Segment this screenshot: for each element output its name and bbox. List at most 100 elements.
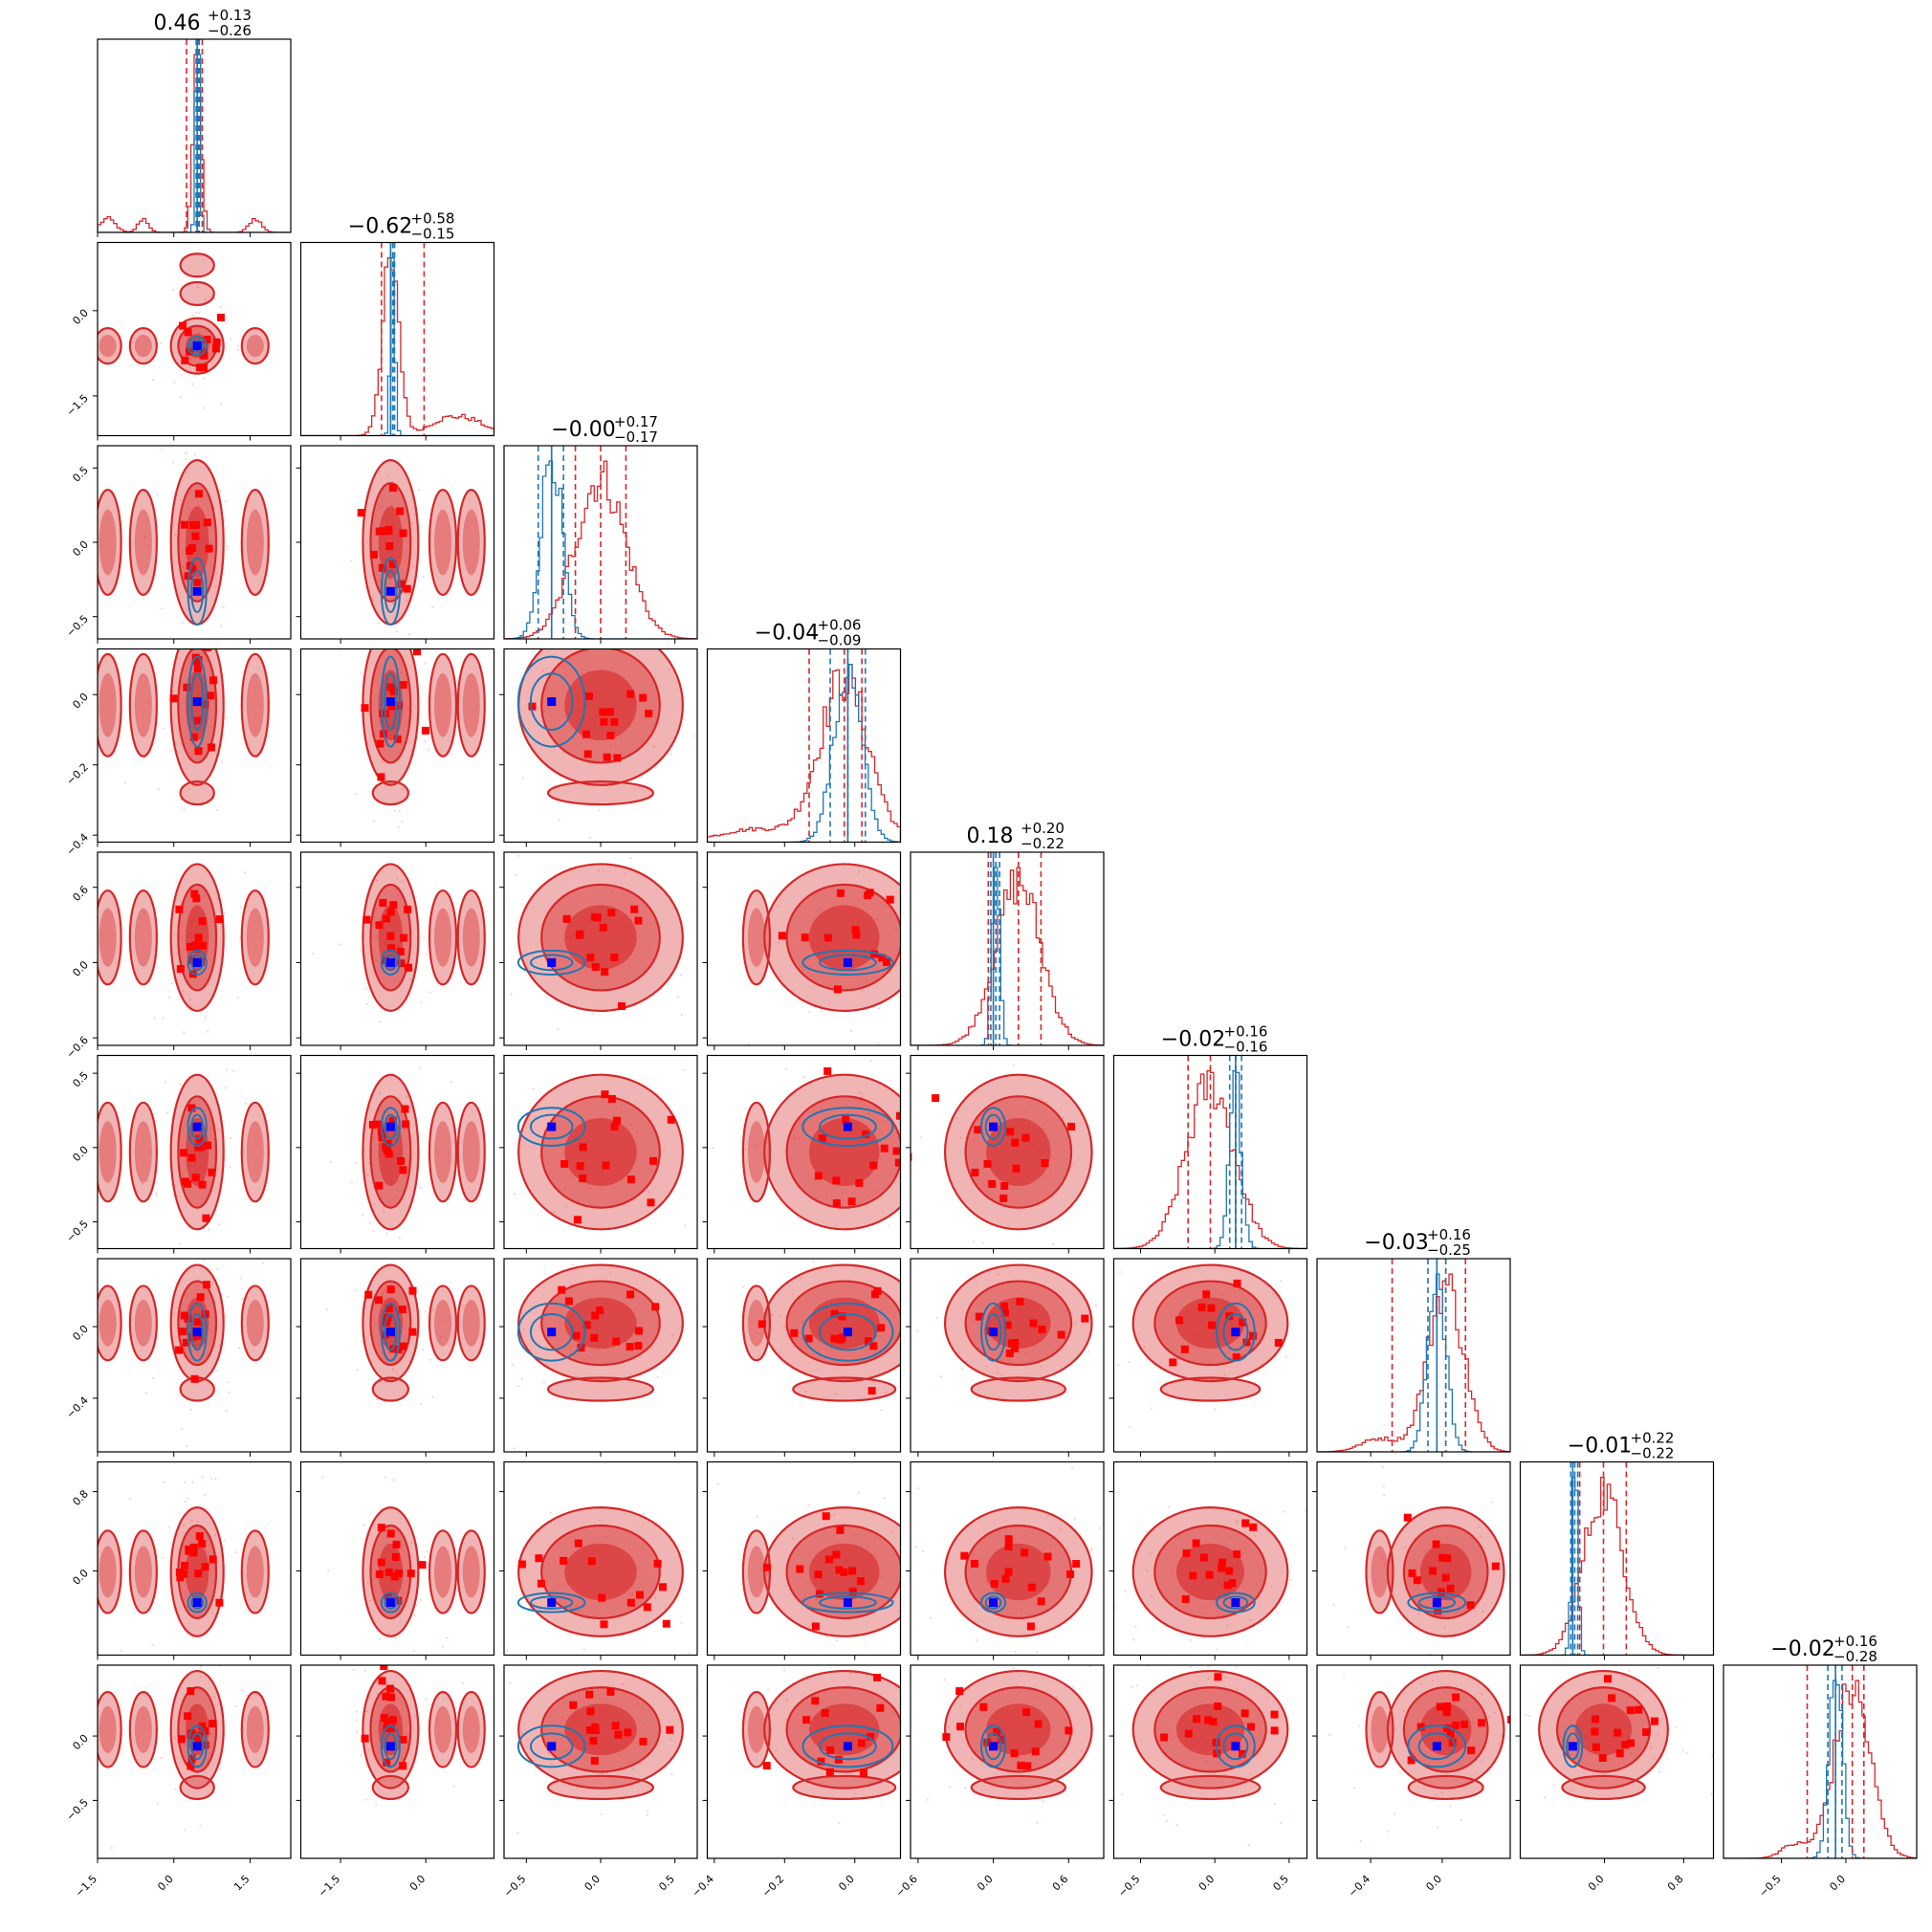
sample-marker: [1005, 1350, 1014, 1357]
truth-marker: [547, 1742, 557, 1751]
sample-marker: [1452, 1693, 1460, 1701]
sample-marker: [1413, 1576, 1421, 1585]
sample-marker: [375, 1296, 383, 1305]
sample-marker: [823, 933, 832, 942]
panel-5-4: [911, 1065, 1093, 1246]
sample-marker: [375, 1570, 384, 1578]
sample-marker: [1408, 1569, 1416, 1577]
truth-marker: [843, 1598, 852, 1608]
sample-marker: [1175, 1316, 1183, 1325]
sample-marker: [1223, 1581, 1232, 1590]
x-tick-label: −0.6: [893, 1873, 920, 1899]
truth-marker: [192, 697, 202, 707]
sample-marker: [817, 1757, 825, 1766]
sample-marker: [190, 1374, 199, 1383]
sample-marker: [603, 753, 611, 761]
blue-contour-outer: [801, 949, 894, 977]
sample-marker: [1004, 1542, 1013, 1550]
blue-contour-inner: [190, 1732, 205, 1761]
sample-marker: [399, 681, 407, 690]
sample-marker: [389, 901, 398, 910]
sample-marker: [1434, 1607, 1442, 1615]
sample-marker: [836, 1526, 845, 1534]
x-tick-label: −1.5: [73, 1873, 99, 1899]
sample-marker: [376, 739, 384, 748]
sample-marker: [612, 1337, 621, 1346]
sample-marker: [389, 687, 398, 695]
sample-marker: [380, 1714, 388, 1723]
sample-marker: [1233, 1550, 1241, 1559]
sample-marker: [201, 1727, 209, 1736]
sample-marker: [602, 1161, 610, 1170]
sample-marker: [380, 1665, 388, 1671]
sample-marker: [375, 527, 384, 536]
sample-marker: [1189, 1571, 1197, 1580]
y-tick-label: −0.4: [64, 1394, 91, 1421]
panel-6-5: [1116, 1259, 1289, 1429]
sample-marker: [802, 1716, 811, 1724]
sample-marker: [896, 1111, 901, 1120]
panel-frame: [706, 1054, 902, 1250]
sample-marker: [975, 1312, 983, 1321]
truth-marker: [192, 957, 202, 967]
truth-marker: [1432, 1742, 1441, 1751]
sample-marker: [1446, 1584, 1455, 1592]
blue-contour-outer: [979, 1592, 1007, 1614]
blue-contour-outer: [801, 1302, 894, 1362]
sample-marker: [1466, 1601, 1475, 1610]
truth-marker: [385, 1742, 395, 1751]
panel-7-3: [717, 1482, 901, 1642]
sample-marker: [1000, 1308, 1009, 1317]
sample-marker: [824, 1555, 833, 1564]
sample-marker: [1209, 1718, 1218, 1725]
sample-marker: [215, 1598, 224, 1607]
diag-panel-2: [504, 446, 697, 639]
sample-marker: [377, 1524, 385, 1532]
panel-frame: [1723, 1664, 1918, 1859]
sample-marker: [1016, 1297, 1024, 1306]
panel-4-1: [312, 863, 486, 1023]
sample-marker: [864, 1337, 872, 1346]
sample-marker: [404, 905, 412, 913]
param-title-plus-0: +0.13: [208, 7, 252, 24]
sample-marker: [587, 1557, 596, 1566]
blue-histogram-5: [1113, 1070, 1307, 1249]
blue-contour-inner: [529, 1312, 574, 1351]
sample-marker: [375, 1120, 384, 1129]
y-tick-label: −0.5: [64, 1218, 91, 1244]
blue-contour-outer: [979, 1107, 1007, 1147]
panel-3-1: [339, 648, 486, 828]
sample-marker: [190, 889, 199, 898]
sample-marker: [1192, 1539, 1200, 1548]
panel-frame: [97, 38, 292, 233]
red-histogram-3: [707, 664, 901, 843]
sample-marker: [639, 693, 648, 702]
x-tick-label: 0.0: [1197, 1873, 1218, 1894]
sample-marker: [388, 1116, 397, 1125]
sample-marker: [662, 1619, 670, 1628]
sample-marker: [216, 314, 225, 321]
y-tick-label: 0.5: [70, 1069, 91, 1090]
panel-frame: [706, 851, 902, 1046]
panel-2-0: [98, 447, 270, 627]
sample-marker: [369, 550, 378, 559]
sample-marker: [586, 954, 595, 962]
sample-marker: [1037, 1597, 1045, 1606]
sample-marker: [187, 1754, 196, 1763]
sample-marker: [1438, 1553, 1447, 1562]
panel-3-0: [98, 648, 270, 812]
blue-contour-outer: [187, 949, 208, 977]
sample-marker: [1642, 1728, 1651, 1737]
blue-contour-inner: [984, 1732, 1002, 1761]
panel-frame: [299, 1054, 495, 1250]
sample-marker: [209, 676, 218, 685]
panel-5-2: [514, 1069, 687, 1231]
x-tick-label: 0.0: [836, 1873, 857, 1894]
sample-marker: [1034, 1720, 1043, 1728]
sample-marker: [396, 507, 405, 516]
sample-marker: [387, 1723, 396, 1732]
blue-contour-outer: [516, 1592, 586, 1614]
truth-marker: [1231, 1328, 1240, 1337]
sample-marker: [528, 702, 537, 711]
